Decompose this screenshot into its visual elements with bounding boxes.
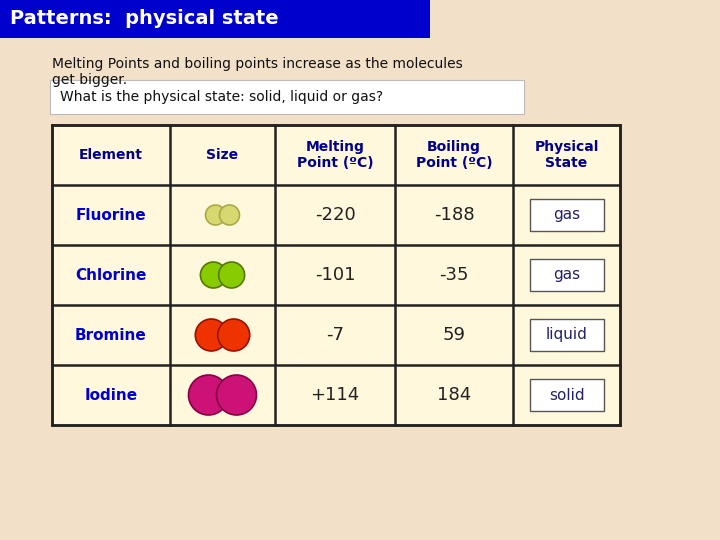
Text: What is the physical state: solid, liquid or gas?: What is the physical state: solid, liqui…: [60, 90, 383, 104]
FancyBboxPatch shape: [529, 319, 603, 351]
Text: Element: Element: [79, 148, 143, 162]
Circle shape: [219, 262, 245, 288]
Text: -7: -7: [326, 326, 344, 344]
Text: Size: Size: [207, 148, 238, 162]
Circle shape: [220, 205, 240, 225]
Circle shape: [200, 262, 226, 288]
FancyBboxPatch shape: [0, 0, 430, 38]
Text: Physical
State: Physical State: [534, 140, 599, 170]
Circle shape: [217, 319, 250, 351]
FancyBboxPatch shape: [52, 125, 620, 425]
FancyBboxPatch shape: [50, 80, 524, 114]
Circle shape: [205, 205, 225, 225]
Text: Melting Points and boiling points increase as the molecules
get bigger.: Melting Points and boiling points increa…: [52, 57, 463, 87]
Text: Boiling
Point (ºC): Boiling Point (ºC): [415, 140, 492, 170]
Text: liquid: liquid: [546, 327, 588, 342]
Text: gas: gas: [553, 267, 580, 282]
Circle shape: [217, 375, 256, 415]
Text: 59: 59: [443, 326, 466, 344]
Circle shape: [189, 375, 228, 415]
FancyBboxPatch shape: [529, 379, 603, 411]
Text: -101: -101: [315, 266, 355, 284]
Circle shape: [195, 319, 228, 351]
Text: +114: +114: [310, 386, 359, 404]
Text: Fluorine: Fluorine: [76, 207, 146, 222]
Text: -220: -220: [315, 206, 356, 224]
Text: Patterns:  physical state: Patterns: physical state: [10, 10, 279, 29]
Text: gas: gas: [553, 207, 580, 222]
Text: Bromine: Bromine: [75, 327, 147, 342]
FancyBboxPatch shape: [529, 199, 603, 231]
Text: -188: -188: [433, 206, 474, 224]
Text: 184: 184: [437, 386, 471, 404]
FancyBboxPatch shape: [529, 259, 603, 291]
Text: Iodine: Iodine: [84, 388, 138, 402]
Text: solid: solid: [549, 388, 585, 402]
Text: Melting
Point (ºC): Melting Point (ºC): [297, 140, 373, 170]
Text: Chlorine: Chlorine: [76, 267, 147, 282]
Text: -35: -35: [439, 266, 469, 284]
